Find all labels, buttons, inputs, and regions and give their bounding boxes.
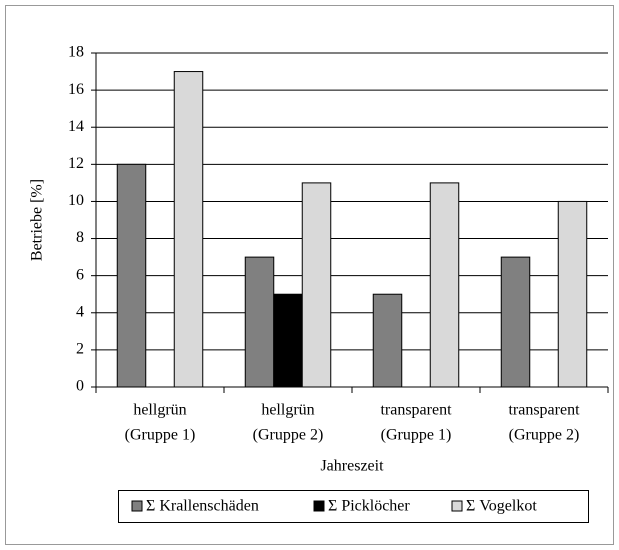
- y-tick-label: 10: [68, 192, 84, 209]
- legend-swatch: [131, 500, 143, 512]
- bar: [273, 293, 303, 388]
- y-tick-label: 6: [76, 266, 84, 283]
- bar: [301, 182, 332, 388]
- bar: [500, 256, 531, 388]
- legend-label: Σ Krallenschäden: [146, 498, 259, 515]
- legend-swatch: [313, 500, 325, 512]
- bar: [244, 256, 275, 388]
- bar: [557, 200, 588, 388]
- legend-label: Σ Picklöcher: [328, 498, 410, 515]
- bar: [116, 163, 147, 388]
- legend-swatch: [451, 500, 463, 512]
- y-tick-label: 4: [76, 303, 84, 320]
- legend-label: Σ Vogelkot: [466, 498, 537, 515]
- x-tick-label: transparent: [380, 402, 452, 419]
- y-tick-label: 0: [76, 378, 84, 395]
- y-tick-label: 16: [68, 81, 84, 98]
- x-axis-label: Jahreszeit: [320, 458, 384, 475]
- y-tick-label: 8: [76, 229, 84, 246]
- y-tick-label: 12: [68, 155, 84, 172]
- x-tick-label: transparent: [508, 402, 580, 419]
- frame: [5, 5, 614, 545]
- bar: [372, 293, 403, 388]
- x-tick-label: (Gruppe 1): [381, 427, 452, 444]
- x-tick-label: (Gruppe 2): [509, 427, 580, 444]
- x-tick-label: hellgrün: [261, 402, 314, 419]
- x-tick-label: hellgrün: [133, 402, 186, 419]
- bar: [429, 182, 460, 388]
- y-tick-label: 2: [76, 341, 84, 358]
- y-tick-label: 14: [68, 118, 84, 135]
- y-tick-label: 18: [68, 44, 84, 61]
- y-axis-label: Betriebe [%]: [29, 179, 46, 261]
- x-tick-label: (Gruppe 1): [125, 427, 196, 444]
- legend-box: [118, 490, 589, 523]
- bar: [173, 71, 204, 388]
- x-tick-label: (Gruppe 2): [253, 427, 324, 444]
